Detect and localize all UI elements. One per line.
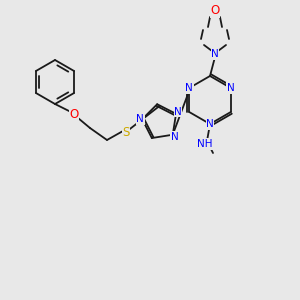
- Text: N: N: [185, 83, 193, 93]
- Text: N: N: [227, 83, 235, 93]
- Text: NH: NH: [197, 139, 213, 149]
- Text: S: S: [122, 125, 130, 139]
- Text: N: N: [171, 132, 178, 142]
- Text: O: O: [210, 4, 220, 17]
- Text: N: N: [136, 114, 144, 124]
- Text: O: O: [69, 109, 79, 122]
- Text: N: N: [174, 107, 182, 117]
- Text: N: N: [206, 119, 214, 129]
- Text: N: N: [211, 49, 219, 59]
